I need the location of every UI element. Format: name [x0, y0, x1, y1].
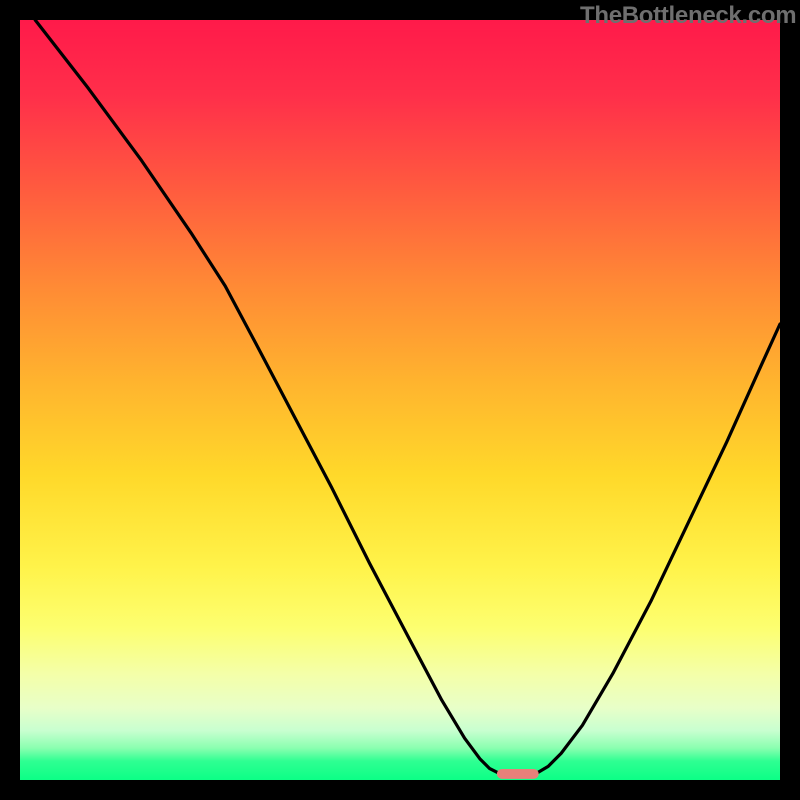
watermark-text: TheBottleneck.com — [580, 2, 796, 30]
chart-gradient-background — [20, 20, 780, 780]
optimal-point-marker — [497, 769, 539, 779]
bottleneck-chart — [0, 0, 800, 800]
